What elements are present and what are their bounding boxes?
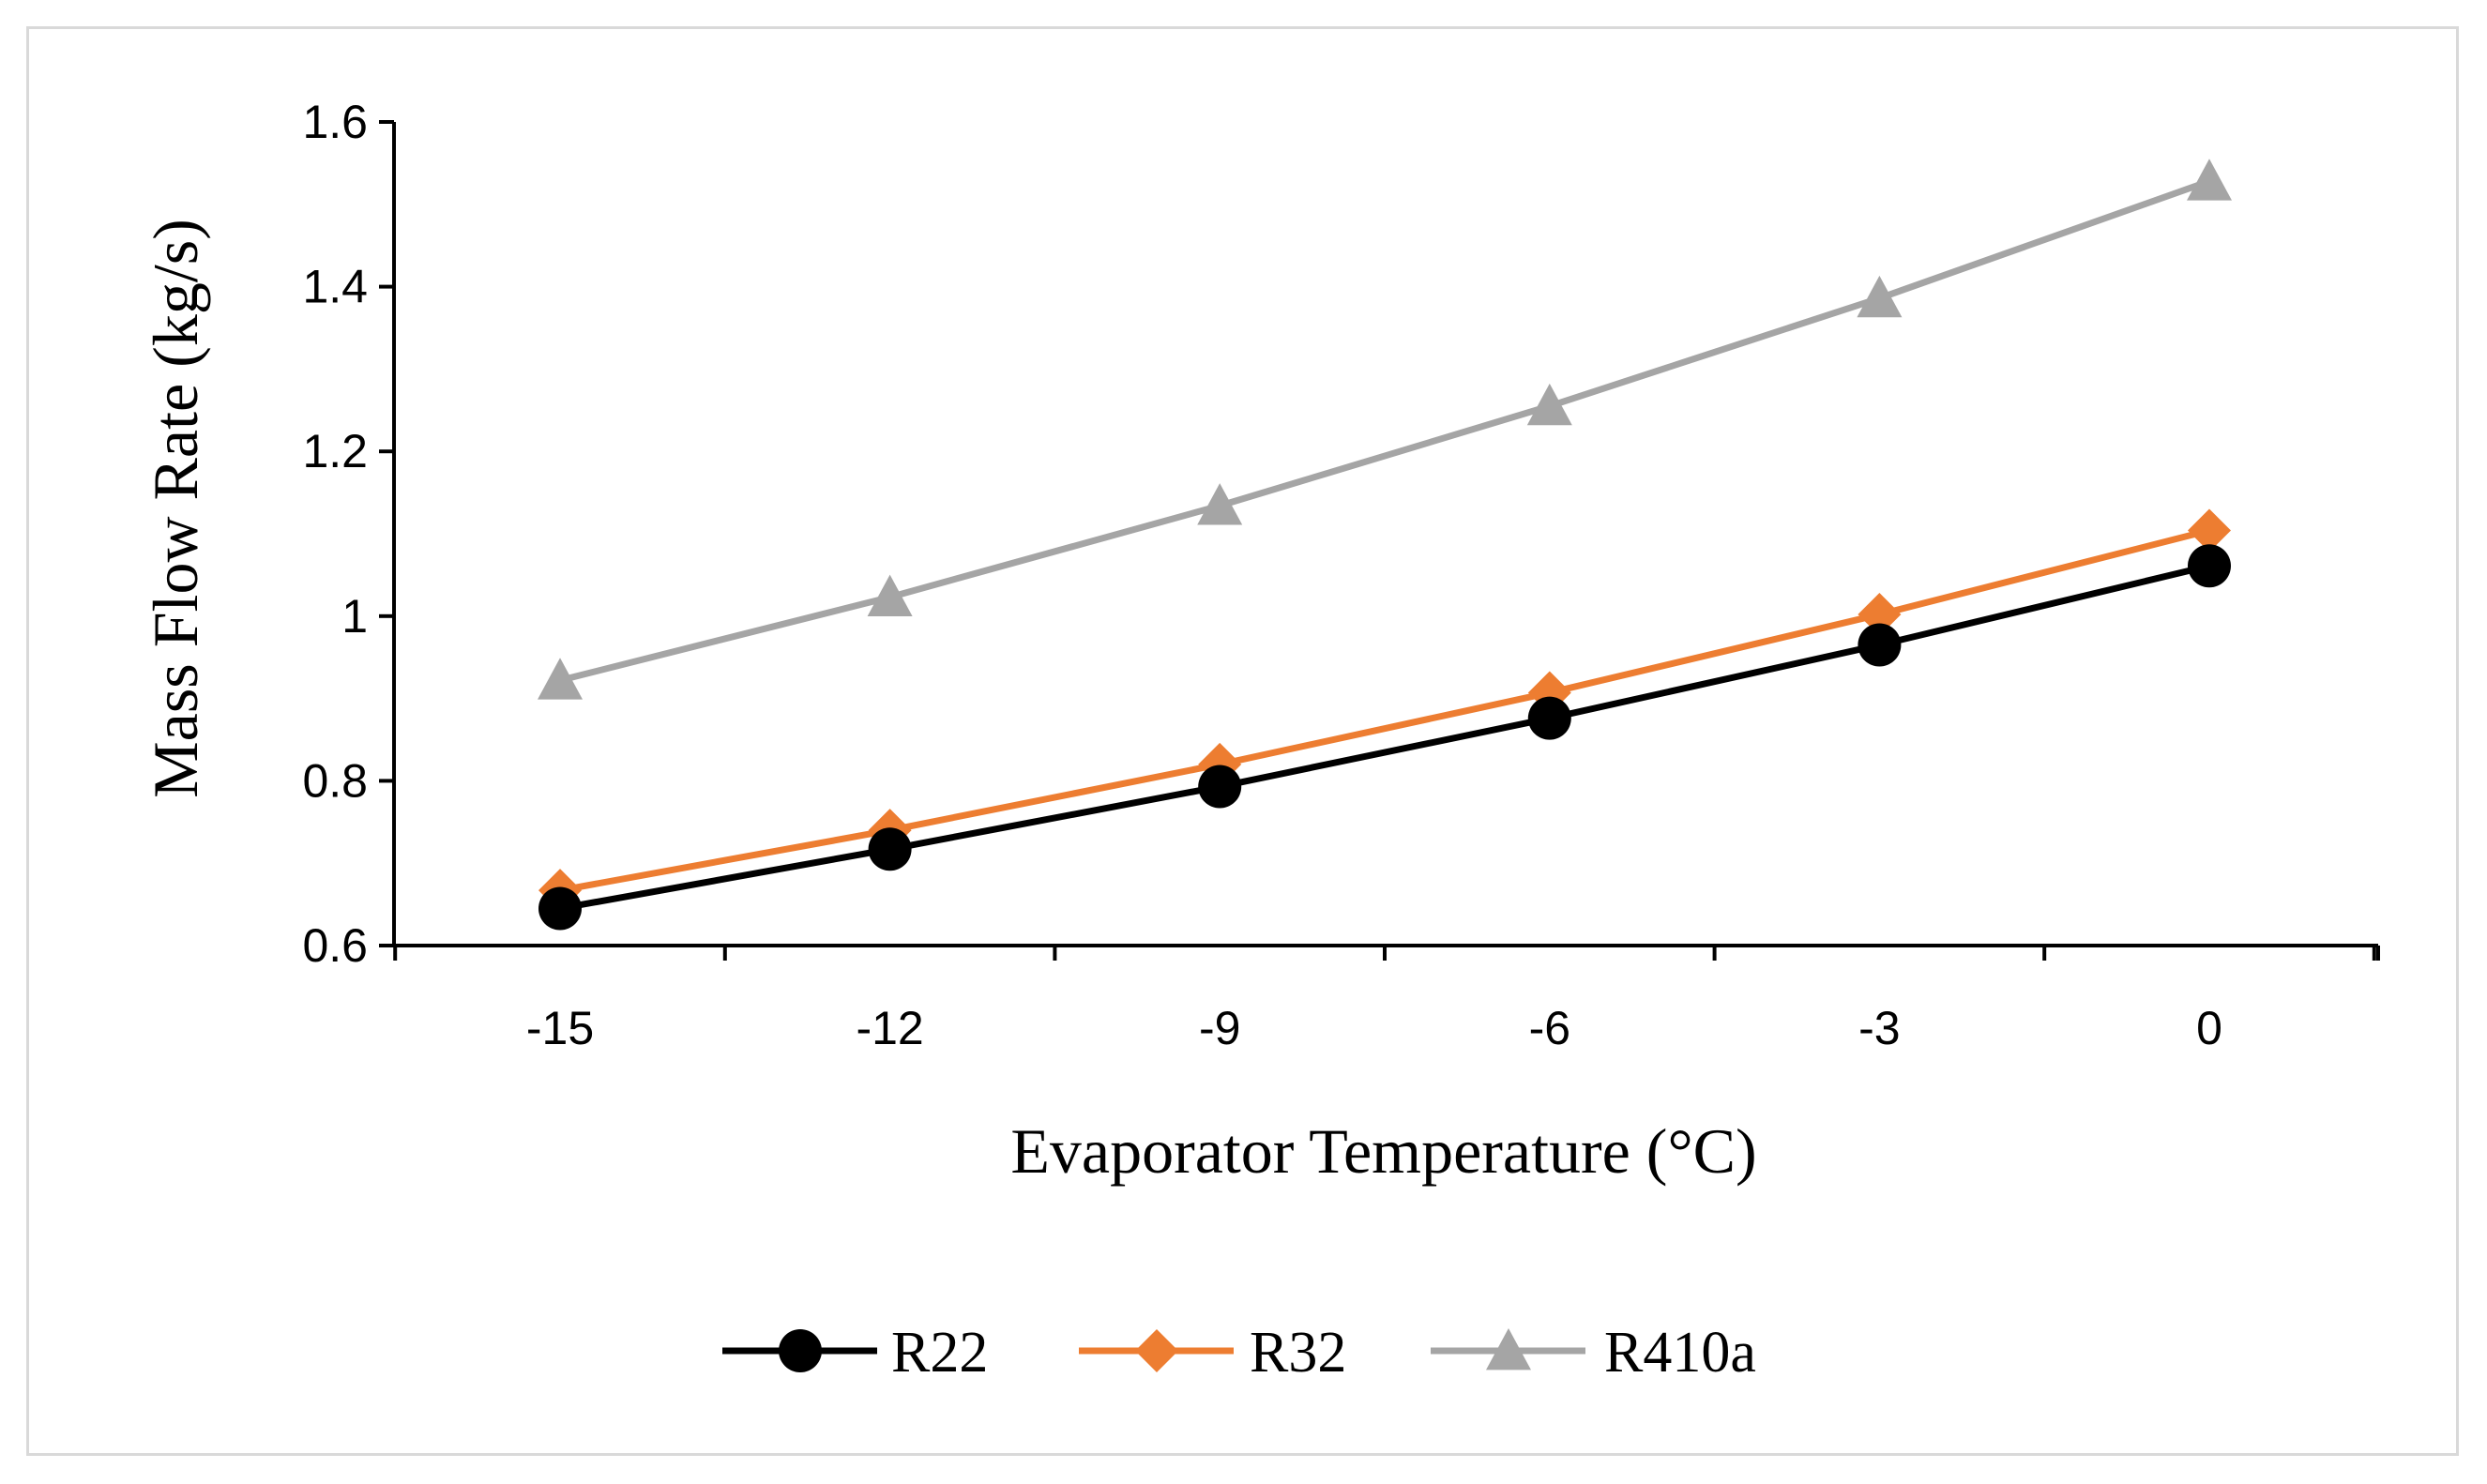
- point-r22: [538, 886, 582, 931]
- x-tick-label: 0: [2196, 1002, 2222, 1054]
- series-line-r22: [559, 562, 2210, 912]
- legend-label: R410a: [1604, 1321, 1756, 1385]
- point-r410a: [538, 658, 583, 700]
- x-tick-label: -12: [856, 1002, 923, 1054]
- legend-item-r32: R32: [1079, 1321, 1346, 1385]
- point-r410a: [867, 574, 913, 617]
- axes: [379, 120, 2380, 961]
- y-tick-label: 0.6: [302, 919, 368, 972]
- x-tick-label: -3: [1858, 1002, 1900, 1054]
- point-r410a: [1526, 383, 1572, 426]
- x-tick-label: -6: [1529, 1002, 1570, 1054]
- point-r410a: [2187, 159, 2232, 201]
- point-r22: [2188, 544, 2231, 588]
- y-tick-label: 1.2: [302, 425, 368, 477]
- legend-label: R32: [1250, 1321, 1346, 1385]
- legend-marker-r410a: [1486, 1328, 1531, 1370]
- point-r22: [1858, 623, 1902, 667]
- x-tick-labels: -15 -12 -9 -6 -3 0: [526, 1002, 2222, 1054]
- series-lines: [559, 177, 2211, 912]
- legend-item-r22: R22: [722, 1321, 988, 1385]
- legend-marker-r22: [779, 1329, 822, 1372]
- point-r410a: [1197, 483, 1243, 525]
- legend-label: R22: [891, 1321, 988, 1385]
- legend-marker-r32: [1135, 1329, 1178, 1372]
- y-tick-label: 1.6: [302, 96, 368, 148]
- point-r32: [2188, 508, 2231, 553]
- y-axis-title: Mass Flow Rate (kg/s): [140, 219, 211, 798]
- point-r410a: [1857, 275, 1903, 318]
- point-r22: [1198, 765, 1242, 809]
- series-line-r410a: [559, 177, 2211, 684]
- x-tick-label: -15: [526, 1002, 594, 1054]
- point-r32: [1858, 593, 1902, 637]
- chart-frame: [26, 26, 2459, 1456]
- y-tick-label: 0.8: [302, 754, 368, 807]
- legend-item-r410a: R410a: [1431, 1321, 1756, 1385]
- y-tick-label: 1.4: [302, 261, 368, 313]
- series-line-r32: [559, 527, 2210, 894]
- y-tick-labels: 0.6 0.8 1 1.2 1.4 1.6: [302, 96, 368, 972]
- point-r22: [868, 827, 912, 871]
- y-tick-label: 1: [341, 590, 368, 643]
- x-tick-label: -9: [1199, 1002, 1240, 1054]
- point-r22: [1527, 696, 1571, 740]
- series-markers: [538, 159, 2232, 931]
- legend: R22 R32 R410a: [722, 1321, 1756, 1385]
- x-axis-title: Evaporator Temperature (°C): [1010, 1115, 1756, 1187]
